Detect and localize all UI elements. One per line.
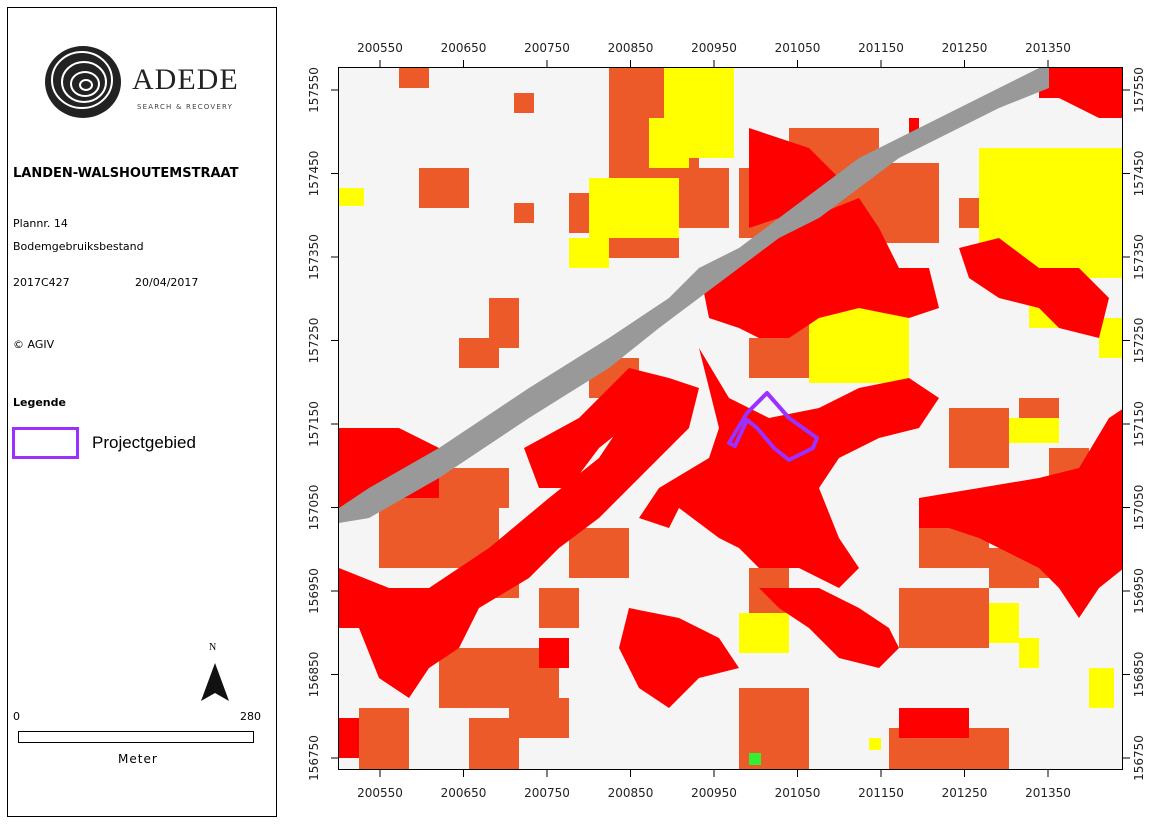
- yellow-patch-12: [989, 603, 1019, 643]
- y-tick-label-right: 157350: [1132, 234, 1146, 280]
- y-tick-label-left: 156850: [307, 652, 321, 698]
- y-tick-label-right: 156850: [1132, 652, 1146, 698]
- x-tick-label-bottom: 200550: [357, 786, 403, 800]
- map-date: 20/04/2017: [135, 276, 199, 289]
- y-tick-label-right: 156950: [1132, 568, 1146, 614]
- road-patch: [339, 68, 1049, 523]
- legend-title: Legende: [13, 396, 66, 409]
- red-patch-6: [959, 238, 1109, 338]
- orange-patch-3: [514, 93, 534, 113]
- land-use-raster: [339, 68, 1122, 769]
- x-tick-label-top: 201350: [1025, 41, 1071, 55]
- y-tick-label-left: 157450: [307, 151, 321, 197]
- x-tick-label-bottom: 201150: [858, 786, 904, 800]
- x-tick-label-bottom: 200650: [441, 786, 487, 800]
- x-tick-label-bottom: 201250: [942, 786, 988, 800]
- legend-label-projectgebied: Projectgebied: [92, 433, 196, 452]
- orange-patch-4: [419, 168, 469, 208]
- yellow-patch-13: [1019, 638, 1039, 668]
- y-tick-label-left: 156950: [307, 568, 321, 614]
- x-tick-label-bottom: 200850: [608, 786, 654, 800]
- x-tick-label-bottom: 200750: [524, 786, 570, 800]
- yellow-patch-11: [739, 613, 789, 653]
- y-tick-label-right: 156750: [1132, 735, 1146, 781]
- red-patch-4: [699, 198, 939, 338]
- orange-patch-31: [359, 708, 409, 769]
- orange-patch-19: [569, 528, 629, 578]
- y-tick-label-left: 157250: [307, 318, 321, 364]
- yellow-patch-1: [649, 118, 689, 168]
- y-tick-label-right: 157450: [1132, 151, 1146, 197]
- logo-tagline: SEARCH & RECOVERY: [137, 103, 234, 111]
- x-tick-label-top: 200950: [691, 41, 737, 55]
- logo-wordmark: ADEDE: [132, 63, 239, 96]
- yellow-patch-15: [869, 738, 881, 750]
- plan-number: Plannr. 14: [13, 217, 68, 230]
- scale-end-label: 280: [240, 710, 261, 723]
- orange-patch-2: [399, 68, 429, 88]
- orange-patch-18: [439, 468, 509, 508]
- y-tick-label-left: 157050: [307, 485, 321, 531]
- orange-patch-13: [749, 338, 809, 378]
- orange-patch-15: [459, 338, 499, 368]
- red-patch-1: [339, 378, 699, 698]
- orange-patch-26: [899, 588, 989, 648]
- red-patch-7: [1039, 68, 1122, 118]
- scale-start-label: 0: [13, 710, 20, 723]
- y-tick-label-left: 157550: [307, 67, 321, 113]
- y-tick-label-right: 157550: [1132, 67, 1146, 113]
- red-patch-13: [539, 638, 569, 668]
- orange-patch-35: [469, 718, 519, 769]
- y-tick-label-right: 157150: [1132, 401, 1146, 447]
- red-patch-14: [909, 118, 919, 138]
- x-tick-label-top: 200550: [357, 41, 403, 55]
- copyright: © AGIV: [13, 338, 55, 351]
- scale-bar: [18, 731, 254, 743]
- x-tick-label-top: 200650: [441, 41, 487, 55]
- land-use-map[interactable]: [338, 67, 1123, 770]
- project-code: 2017C427: [13, 276, 70, 289]
- x-tick-label-bottom: 201050: [775, 786, 821, 800]
- x-tick-label-top: 201250: [942, 41, 988, 55]
- yellow-patch-2: [589, 178, 679, 238]
- y-tick-label-left: 156750: [307, 735, 321, 781]
- project-area-outline[interactable]: [727, 391, 819, 462]
- y-tick-label-left: 157350: [307, 234, 321, 280]
- y-tick-label-right: 157050: [1132, 485, 1146, 531]
- north-label: N: [209, 642, 217, 653]
- red-patch-3: [639, 348, 939, 588]
- project-title: LANDEN-WALSHOUTEMSTRAAT: [13, 166, 239, 181]
- orange-patch-21: [949, 408, 1009, 468]
- red-patch-10: [759, 588, 899, 668]
- info-panel: ADEDE SEARCH & RECOVERY LANDEN-WALSHOUTE…: [7, 7, 277, 817]
- red-patch-2: [524, 368, 669, 488]
- red-patch-8: [919, 409, 1122, 618]
- y-tick-label-right: 157250: [1132, 318, 1146, 364]
- y-tick-label-left: 157150: [307, 401, 321, 447]
- x-tick-label-top: 200750: [524, 41, 570, 55]
- yellow-patch-9: [339, 188, 364, 206]
- red-patch-11: [899, 708, 969, 738]
- red-patch-12: [339, 718, 359, 758]
- yellow-patch-3: [569, 238, 609, 268]
- adede-logo-icon: [45, 46, 121, 118]
- orange-patch-20: [539, 588, 579, 628]
- yellow-patch-8: [1099, 318, 1122, 358]
- green-patch: [749, 753, 761, 765]
- north-arrow-icon: [201, 663, 229, 701]
- orange-patch-5: [514, 203, 534, 223]
- scale-unit-label: Meter: [118, 752, 158, 766]
- yellow-patch-14: [1089, 668, 1114, 708]
- x-tick-label-bottom: 201350: [1025, 786, 1071, 800]
- x-tick-label-bottom: 200950: [691, 786, 737, 800]
- yellow-patch-10: [1009, 418, 1059, 443]
- map-name: Bodemgebruiksbestand: [13, 240, 144, 253]
- x-tick-label-top: 201050: [775, 41, 821, 55]
- orange-patch-10: [879, 163, 939, 243]
- x-tick-label-top: 200850: [608, 41, 654, 55]
- red-patch-9: [619, 608, 739, 708]
- x-tick-label-top: 201150: [858, 41, 904, 55]
- legend-swatch-projectgebied: [12, 427, 79, 459]
